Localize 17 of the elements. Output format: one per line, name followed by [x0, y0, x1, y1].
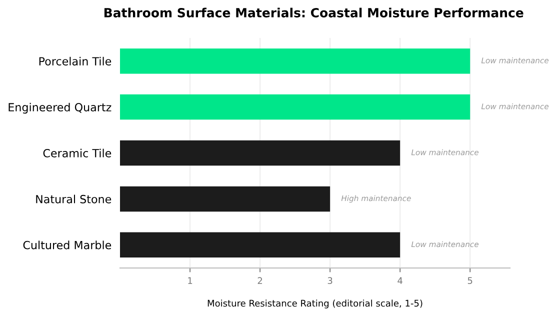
y-tick-label: Cultured Marble [23, 240, 112, 250]
x-tick-label: 4 [398, 277, 402, 284]
bar [120, 140, 400, 166]
x-tick-label: 3 [328, 277, 332, 284]
bar [120, 94, 470, 120]
y-tick-label: Engineered Quartz [8, 102, 112, 114]
x-tick-label: 2 [258, 277, 262, 284]
x-tick-label: 1 [188, 277, 192, 284]
bar [120, 186, 330, 212]
y-tick-label: Ceramic Tile [43, 148, 112, 158]
y-tick-label: Natural Stone [36, 194, 112, 204]
x-tick-label: 5 [468, 277, 472, 284]
bar [120, 48, 470, 74]
chart-title: Bathroom Surface Materials: Coastal Moisture Performance [104, 8, 524, 18]
y-tick-label: Porcelain Tile [39, 56, 112, 66]
x-axis-title: Moisture Resistance Rating (editorial scale, 1-5) [208, 300, 422, 308]
bar [120, 232, 400, 258]
